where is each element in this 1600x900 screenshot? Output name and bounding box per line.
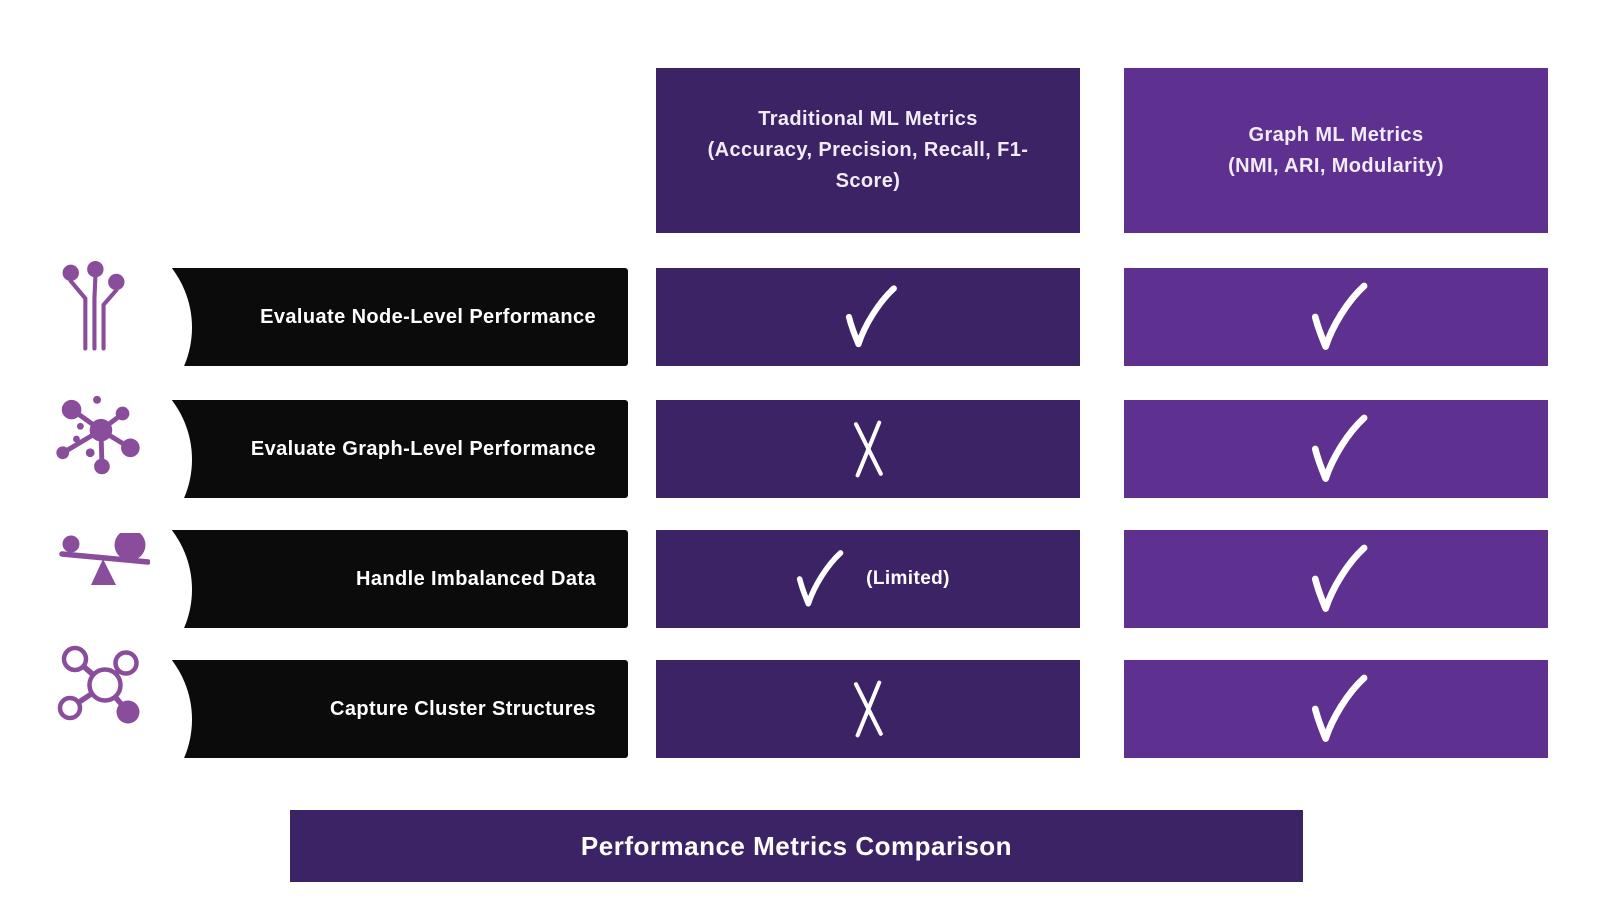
- column-header-title: Graph ML Metrics: [1248, 123, 1424, 146]
- cross-mark-icon: [854, 420, 883, 478]
- hub-spoke-network-icon: [56, 395, 140, 475]
- node-pins-icon: [62, 261, 125, 351]
- footer-title-bar: Performance Metrics Comparison: [290, 810, 1303, 882]
- column-header-graph-ml-metrics: Graph ML Metrics (NMI, ARI, Modularity): [1124, 68, 1548, 233]
- check-mark-icon: [845, 285, 897, 348]
- table-row: Capture Cluster Structures: [0, 622, 1600, 817]
- row-label: Evaluate Node-Level Performance: [260, 305, 596, 328]
- check-mark-icon: [1311, 674, 1368, 742]
- cross-mark-icon: [854, 680, 883, 738]
- row-label: Handle Imbalanced Data: [356, 567, 596, 590]
- cell-traditional: (Limited): [656, 530, 1080, 628]
- column-header-traditional-ml-metrics: Traditional ML Metrics (Accuracy, Precis…: [656, 68, 1080, 233]
- balance-seesaw-icon: [59, 533, 150, 585]
- check-mark-icon: [796, 550, 844, 607]
- table-row: Handle Imbalanced Data (Limited): [0, 492, 1600, 687]
- cell-graph: [1124, 268, 1548, 366]
- cell-traditional: [656, 268, 1080, 366]
- cluster-nodes-icon: [57, 645, 140, 724]
- cell-note: (Limited): [866, 568, 950, 589]
- cell-graph: [1124, 530, 1548, 628]
- row-label: Evaluate Graph-Level Performance: [250, 437, 596, 460]
- table-row: Evaluate Node-Level Performance: [0, 230, 1600, 425]
- column-header-subtitle: (Accuracy, Precision, Recall, F1-Score): [707, 139, 1029, 192]
- icon-notch-circle: [0, 622, 192, 817]
- cell-graph: [1124, 400, 1548, 498]
- page-title: Performance Metrics Comparison: [580, 830, 1013, 861]
- check-mark-icon: [1311, 282, 1368, 350]
- table-row: Evaluate Graph-Level Performance: [0, 362, 1600, 557]
- row-label: Capture Cluster Structures: [329, 697, 596, 720]
- check-mark-icon: [1311, 544, 1368, 612]
- column-header-title: Traditional ML Metrics: [758, 108, 978, 130]
- check-mark-icon: [1311, 414, 1368, 482]
- cell-graph: [1124, 660, 1548, 758]
- cell-traditional: [656, 660, 1080, 758]
- cell-traditional: [656, 400, 1080, 498]
- column-header-subtitle: (NMI, ARI, Modularity): [1228, 154, 1444, 177]
